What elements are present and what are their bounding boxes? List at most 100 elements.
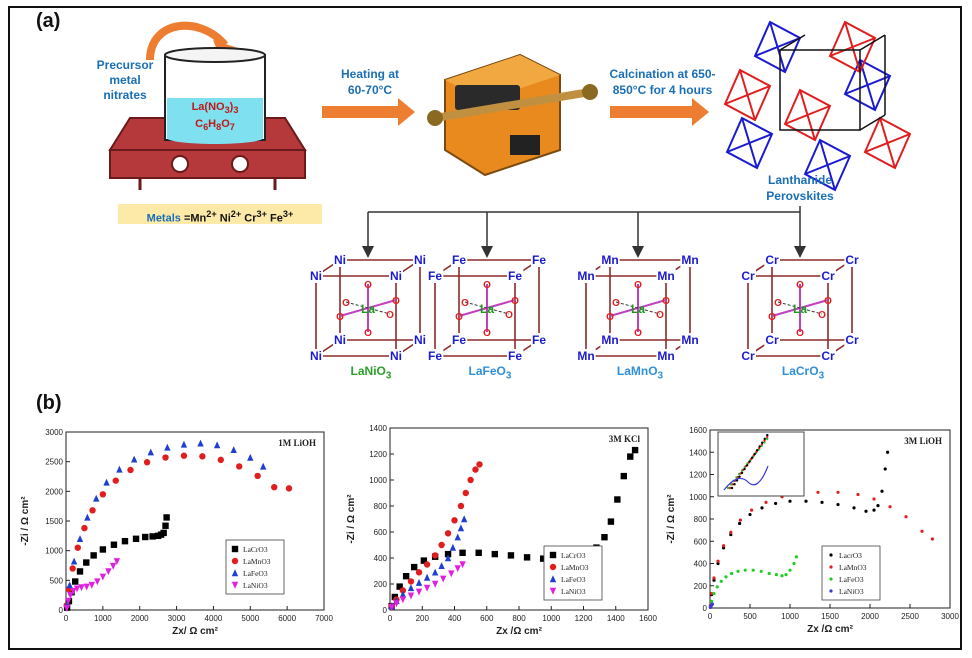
data-point — [402, 573, 410, 580]
data-point — [399, 590, 407, 598]
metal-atom-label: Fe — [428, 349, 442, 363]
x-tick-label: 2000 — [861, 612, 879, 621]
panel-a-letter: (a) — [36, 10, 61, 32]
series-group — [63, 439, 293, 612]
metal-atom-label: Ni — [334, 253, 346, 267]
data-point — [415, 579, 423, 586]
inset-point — [740, 471, 744, 475]
legend-label: LaMnO3 — [839, 563, 867, 572]
data-point — [415, 588, 423, 596]
x-tick-label: 1000 — [542, 614, 560, 623]
inset-point — [731, 483, 734, 486]
data-point — [627, 453, 634, 460]
data-point — [729, 532, 733, 537]
calcination-label: Calcination at 650- 850°C for 4 hours — [609, 67, 716, 97]
x-tick-label: 4000 — [205, 614, 223, 623]
data-point — [784, 573, 788, 577]
data-point — [94, 578, 101, 586]
data-point — [88, 581, 95, 589]
chart-3m-kcl: 0 200 400 600 800 1000 1200 1400 1600 0 200 400 600 8… — [346, 424, 657, 637]
formula-la-nitrate: La(NO3)3 — [191, 101, 239, 116]
axes: 0 1000 2000 3000 4000 5000 6000 7000 0 500 1000 150… — [45, 428, 333, 623]
atom-label-bg — [576, 349, 596, 363]
inset-point — [726, 486, 730, 490]
data-point — [236, 463, 243, 470]
chart-title: 3M KCl — [609, 434, 641, 444]
y-tick-label: 400 — [374, 554, 388, 563]
inset-curve — [723, 465, 769, 491]
inset-point — [743, 467, 746, 471]
metal-atom-label: Ni — [390, 269, 402, 283]
x-tick-label: 1200 — [575, 614, 593, 623]
calcination-arrow — [610, 98, 709, 126]
inset-point — [730, 486, 734, 490]
metal-atom-label: Ni — [414, 253, 426, 267]
atom-label-bg — [450, 333, 468, 347]
series-lanio3 — [388, 561, 466, 612]
data-point — [750, 508, 754, 512]
data-point — [105, 568, 112, 576]
data-point — [407, 592, 415, 600]
heating-label: Heating at 60-70°C — [340, 67, 399, 97]
metals-label: Metals =Mn2+ Ni2+ Cr3+ Fe3+ — [118, 204, 322, 225]
data-point — [197, 439, 204, 447]
data-point — [730, 571, 734, 576]
x-tick-label: 6000 — [278, 614, 296, 623]
legend-entry: LaFeO3 — [829, 575, 864, 584]
x-tick-label: 2000 — [131, 614, 149, 623]
data-point — [459, 561, 466, 569]
inset-point — [761, 441, 764, 444]
data-point — [743, 568, 747, 572]
y-tick-label: 500 — [50, 576, 64, 585]
data-point — [710, 599, 714, 603]
data-point — [904, 515, 908, 519]
data-point — [69, 565, 76, 572]
inset-point — [766, 435, 769, 439]
data-point — [440, 575, 447, 583]
data-point — [410, 563, 418, 571]
data-point — [448, 570, 455, 578]
data-point — [774, 573, 778, 577]
data-point — [162, 522, 169, 529]
y-tick-label: 200 — [374, 580, 388, 589]
data-point — [142, 533, 149, 541]
y-tick-label: 0 — [703, 604, 708, 613]
data-point — [163, 514, 170, 521]
data-point — [438, 541, 445, 549]
compound-name-lacro3: LaCrO3 — [781, 364, 825, 382]
y-tick-label: 1000 — [45, 547, 63, 556]
data-point — [738, 518, 742, 522]
furnace-icon — [427, 53, 598, 177]
atom-label-bg — [680, 253, 700, 267]
oxygen-atom: O — [342, 298, 350, 309]
y-tick-label: 3000 — [45, 428, 63, 437]
legend-entry: LaCrO3 — [549, 551, 586, 560]
legend-entry: LaMnO3 — [829, 563, 867, 572]
data-point — [804, 499, 808, 503]
data-point — [767, 571, 771, 576]
x-tick-label: 7000 — [315, 614, 333, 623]
data-point — [83, 583, 90, 591]
oxygen-atom: O — [818, 310, 826, 321]
oxygen-atom: O — [796, 280, 804, 291]
atom-label-bg — [530, 253, 548, 267]
inset-point — [763, 441, 766, 444]
inset-point — [753, 452, 756, 456]
x-tick-label: 3000 — [941, 612, 959, 621]
inset-point — [745, 464, 749, 467]
atom-label-bg — [413, 253, 427, 267]
inset-point — [763, 439, 766, 442]
x-tick-label: 1400 — [607, 614, 625, 623]
data-point — [886, 450, 890, 454]
atom-label-bg — [740, 269, 756, 283]
data-point — [254, 472, 261, 480]
data-point — [407, 584, 415, 592]
metal-atom-label: Cr — [845, 253, 859, 267]
x-tick-label: 3000 — [168, 614, 186, 623]
legend-marker — [231, 569, 239, 577]
y-tick-label: 2500 — [45, 458, 63, 467]
legend-marker — [549, 563, 557, 571]
data-point — [607, 518, 615, 525]
data-point — [143, 459, 151, 466]
data-point — [149, 533, 156, 540]
